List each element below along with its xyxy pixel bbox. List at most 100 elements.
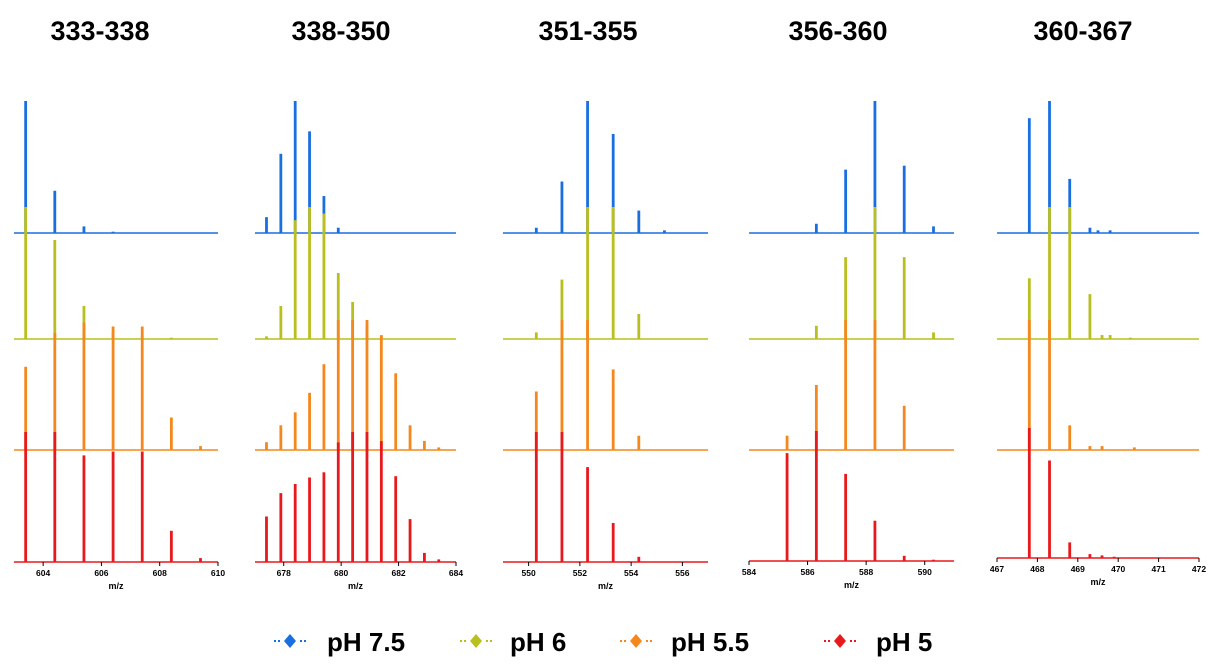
x-tick-label: 588 (859, 567, 873, 577)
spectrum-peak (265, 442, 268, 450)
spectrum-peak (814, 223, 818, 233)
spectrum-peak (560, 279, 564, 339)
legend-label: pH 6 (510, 627, 566, 657)
spectrum-peak (82, 226, 86, 233)
spectrum-trace (14, 207, 218, 340)
spectrum-peak (1048, 460, 1051, 558)
spectrum-peak (279, 306, 283, 339)
spectrum-trace (14, 322, 218, 451)
legend-item: pH 6 (460, 627, 566, 657)
spectrum-peak (1068, 425, 1072, 450)
spectrum-peak (1048, 207, 1051, 339)
spectrum-panel: 338-350 678 680 682 684 m/z (255, 16, 463, 591)
spectrum-peak (336, 273, 340, 339)
spectrum-peak (265, 217, 268, 233)
spectrum-peak (265, 516, 268, 562)
spectrum-peak (394, 476, 398, 562)
spectrum-peak (82, 306, 86, 339)
spectrum-peak (586, 467, 589, 562)
x-axis-label: m/z (348, 581, 364, 591)
spectrum-peak (322, 364, 326, 450)
spectrum-peak (1088, 554, 1092, 558)
legend-label: pH 7.5 (327, 627, 405, 657)
spectrum-peak (111, 231, 115, 233)
spectrum-peak (1027, 428, 1031, 558)
spectrum-peak (423, 440, 426, 450)
spectrum-peak (560, 320, 564, 450)
spectrum-peak (534, 432, 538, 562)
spectrum-peak (322, 472, 326, 562)
spectrum-peak (1100, 335, 1104, 339)
x-tick-label: 584 (742, 567, 756, 577)
spectrum-trace (255, 320, 456, 451)
x-tick-label: 467 (990, 564, 1004, 574)
x-tick-label: 606 (94, 568, 108, 578)
spectrum-peak (336, 442, 340, 562)
x-axis-label: m/z (1090, 577, 1106, 587)
spectrum-peak (873, 320, 877, 450)
spectrum-peak (53, 333, 57, 450)
spectrum-peak (586, 101, 589, 233)
spectrum-trace (749, 101, 954, 234)
spectrum-peak (873, 520, 877, 561)
x-tick-label: 590 (918, 567, 932, 577)
spectrum-trace (503, 101, 708, 234)
spectrum-peak (814, 431, 818, 561)
x-tick-label: 552 (573, 568, 587, 578)
spectrum-peak (560, 181, 564, 233)
x-tick-label: 468 (1030, 564, 1044, 574)
spectrum-trace (749, 207, 954, 340)
spectrum-peak (24, 101, 28, 233)
spectrum-panel: 360-367 467 468 469 470 471 472 m/z (990, 16, 1206, 587)
spectrum-peak (24, 366, 28, 450)
spectrum-peak (844, 473, 848, 561)
spectrum-peak (785, 453, 789, 561)
spectrum-peak (611, 207, 615, 339)
spectrum-peak (111, 451, 115, 562)
spectrum-trace (749, 320, 954, 451)
spectrum-peak (53, 432, 57, 562)
spectrum-peak (169, 417, 173, 450)
spectrum-peak (24, 432, 28, 562)
spectrum-peak (365, 432, 369, 562)
spectrum-peak (1088, 227, 1092, 233)
spectrum-peak (1100, 446, 1104, 450)
spectrum-peak (279, 153, 283, 233)
spectrum-peak (873, 207, 877, 339)
spectrum-peak (379, 335, 383, 450)
spectrum-trace (997, 428, 1199, 559)
spectrum-peak (1112, 556, 1116, 558)
spectrum-peak (611, 369, 615, 450)
spectrum-peak (265, 336, 268, 339)
legend-diamond-marker (630, 634, 642, 648)
legend-diamond-marker (470, 634, 482, 648)
x-tick-label: 469 (1071, 564, 1085, 574)
panel-title: 333-338 (50, 16, 149, 46)
spectrum-peak (586, 320, 589, 450)
spectrum-peak (140, 451, 144, 562)
x-tick-label: 470 (1111, 564, 1125, 574)
spectrum-peak (586, 207, 589, 339)
spectrum-peak (199, 446, 202, 450)
spectrum-trace (255, 101, 456, 234)
spectrum-peak (351, 320, 355, 450)
spectrum-peak (1132, 447, 1136, 450)
spectrum-peak (437, 447, 441, 450)
spectrum-peak (1027, 118, 1031, 233)
spectrum-peak (293, 484, 297, 562)
spectrum-peak (1027, 278, 1031, 339)
spectrum-panel: 356-360 584 586 588 590 m/z (742, 16, 954, 590)
spectrum-peak (844, 169, 848, 233)
spectrum-peak (437, 559, 441, 562)
spectrum-peak (1100, 555, 1104, 558)
spectrum-peak (534, 332, 538, 339)
spectrum-peak (111, 326, 115, 450)
spectrum-peak (814, 385, 818, 450)
spectrum-peak (82, 455, 86, 562)
spectrum-trace (997, 207, 1199, 340)
legend-item: pH 5.5 (620, 627, 749, 657)
x-tick-label: 586 (800, 567, 814, 577)
x-tick-label: 472 (1192, 564, 1206, 574)
spectrum-peak (873, 101, 877, 233)
